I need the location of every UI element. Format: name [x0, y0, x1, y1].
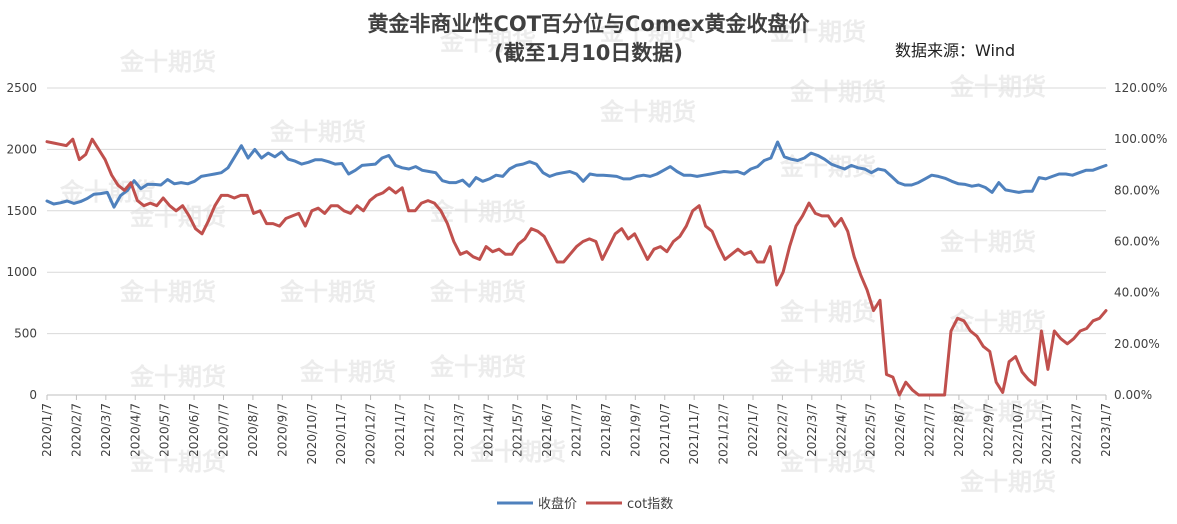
watermark-text: 金十期货: [769, 18, 866, 46]
x-axis-tick-label: 2023/1/7: [1099, 403, 1113, 457]
x-axis-tick-label: 2022/5/7: [864, 403, 878, 457]
watermark-text: 金十期货: [439, 28, 536, 56]
x-axis-tick-label: 2021/10/7: [658, 403, 672, 465]
watermark-text: 金十期货: [119, 48, 216, 76]
watermark-text: 金十期货: [469, 438, 566, 466]
watermark-text: 金十期货: [129, 448, 226, 476]
series-line-close-price: [45, 140, 1108, 209]
right-axis-ticks: 0.00% 20.00% 40.00% 60.00% 80.00% 100.00% 120.…: [1114, 81, 1167, 402]
left-axis-tick-label: 1500: [6, 204, 37, 218]
watermark-text: 金十期货: [599, 98, 696, 126]
watermark-text: 金十期货: [789, 78, 886, 106]
watermark-text: 金十期货: [949, 73, 1046, 101]
x-axis-tick-label: 2021/6/7: [540, 403, 554, 457]
x-axis-tick-label: 2022/12/7: [1070, 403, 1084, 465]
x-axis-tick-label: 2020/8/7: [246, 403, 260, 457]
x-axis-tick-label: 2021/12/7: [717, 403, 731, 465]
x-axis-tick-label: 2020/11/7: [334, 403, 348, 465]
legend: 收盘价 cot指数: [497, 496, 673, 512]
watermark-text: 金十期货: [779, 448, 876, 476]
x-axis-tick-label: 2020/3/7: [99, 403, 113, 457]
x-axis-tick-label: 2022/3/7: [805, 403, 819, 457]
x-axis-tick-label: 2021/9/7: [628, 403, 642, 457]
x-axis: 2020/1/7 2020/2/7 2020/3/7 2020/4/7 2020/5/7…: [40, 394, 1113, 465]
right-axis-tick-label: 60.00%: [1114, 235, 1160, 249]
x-axis-tick-label: 2021/7/7: [570, 403, 584, 457]
watermark-text: 金十期货: [279, 278, 376, 306]
data-source-label: 数据来源：Wind: [895, 41, 1016, 60]
left-axis-ticks: 0 500 1000 1500 2000 2500: [6, 81, 37, 402]
watermark-text: 金十期货: [299, 358, 396, 386]
right-axis-tick-label: 120.00%: [1114, 81, 1167, 95]
x-axis-tick-label: 2020/6/7: [187, 403, 201, 457]
series-line-cot-index: [45, 137, 1108, 397]
right-axis-tick-label: 0.00%: [1114, 388, 1152, 402]
left-axis-tick-label: 2000: [6, 142, 37, 156]
x-axis-tick-label: 2021/3/7: [452, 403, 466, 457]
watermark-text: 金十期货: [939, 228, 1036, 256]
x-axis-tick-label: 2021/11/7: [687, 403, 701, 465]
x-axis-tick-label: 2020/12/7: [364, 403, 378, 465]
watermark-text: 金十期货: [959, 468, 1056, 496]
watermark-text: 金十期货: [429, 198, 526, 226]
watermark-text: 金十期货: [779, 298, 876, 326]
x-axis-tick-label: 2022/10/7: [1011, 403, 1025, 465]
x-axis-tick-label: 2020/7/7: [217, 403, 231, 457]
x-axis-tick-label: 2022/11/7: [1040, 403, 1054, 465]
x-axis-tick-label: 2020/9/7: [275, 403, 289, 457]
right-axis-tick-label: 100.00%: [1114, 132, 1167, 146]
x-axis-tick-label: 2020/10/7: [305, 403, 319, 465]
series-lines: [45, 137, 1108, 397]
watermark-text: 金十期货: [129, 363, 226, 391]
right-axis-tick-label: 40.00%: [1114, 286, 1160, 300]
x-axis-tick-label: 2021/4/7: [481, 403, 495, 457]
watermark-text: 金十期货: [429, 278, 526, 306]
watermark-text: 金十期货: [269, 118, 366, 146]
right-axis-tick-label: 80.00%: [1114, 183, 1160, 197]
x-axis-tick-label: 2021/1/7: [393, 403, 407, 457]
x-axis-tick-label: 2021/5/7: [511, 403, 525, 457]
left-axis-tick-label: 0: [29, 388, 37, 402]
x-axis-tick-label: 2022/4/7: [834, 403, 848, 457]
watermark-text: 金十期货: [429, 353, 526, 381]
left-axis-tick-label: 2500: [6, 81, 37, 95]
left-axis-tick-label: 500: [14, 327, 37, 341]
chart-subtitle: (截至1月10日数据): [493, 41, 684, 65]
x-axis-tick-label: 2022/7/7: [923, 403, 937, 457]
legend-label: cot指数: [627, 497, 673, 512]
x-axis-tick-label: 2020/5/7: [158, 403, 172, 457]
x-axis-tick-label: 2022/1/7: [746, 403, 760, 457]
watermark-text: 金十期货: [949, 398, 1046, 426]
x-axis-tick-label: 2020/4/7: [128, 403, 142, 457]
x-axis-tick-label: 2022/2/7: [775, 403, 789, 457]
left-axis-tick-label: 1000: [6, 265, 37, 279]
chart-title: 黄金非商业性COT百分位与Comex黄金收盘价: [367, 12, 810, 36]
right-axis-tick-label: 20.00%: [1114, 337, 1160, 351]
watermark-text: 金十期货: [119, 278, 216, 306]
x-axis-tick-label: 2022/8/7: [952, 403, 966, 457]
watermark-text: 金十期货: [769, 358, 866, 386]
x-axis-tick-label: 2020/2/7: [69, 403, 83, 457]
x-axis-tick-label: 2021/2/7: [422, 403, 436, 457]
x-axis-tick-label: 2020/1/7: [40, 403, 54, 457]
legend-label: 收盘价: [538, 496, 577, 512]
x-axis-tick-label: 2022/6/7: [893, 403, 907, 457]
watermark-text: 金十期货: [599, 18, 696, 46]
x-axis-tick-label: 2021/8/7: [599, 403, 613, 457]
x-axis-tick-label: 2022/9/7: [981, 403, 995, 457]
